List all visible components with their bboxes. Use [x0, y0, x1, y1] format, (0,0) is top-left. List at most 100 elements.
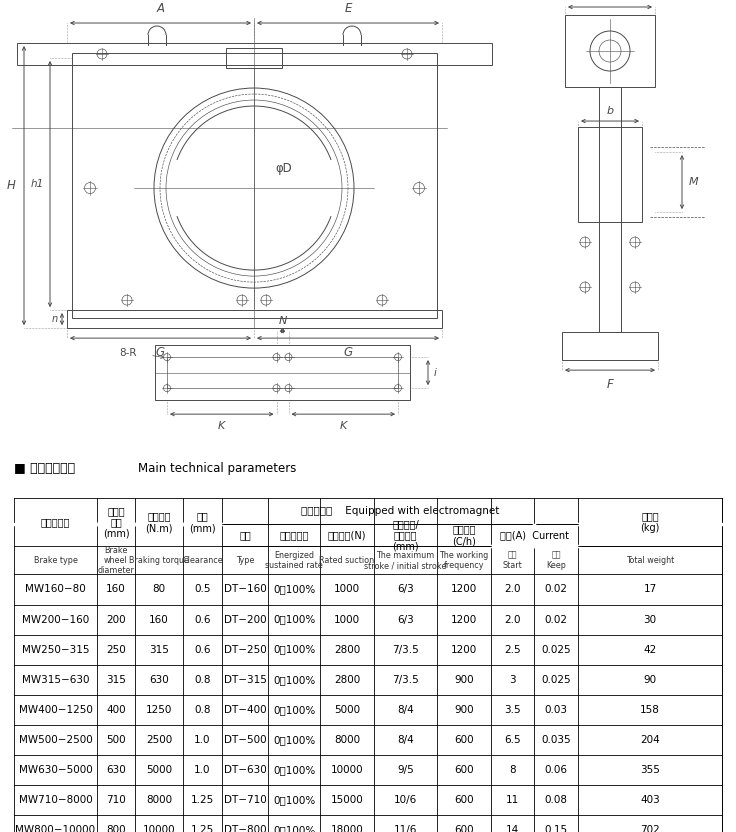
- Text: DT−710: DT−710: [224, 795, 266, 805]
- Text: K: K: [339, 421, 347, 431]
- Text: MW710−8000: MW710−8000: [18, 795, 93, 805]
- Text: 制动器型号: 制动器型号: [40, 518, 70, 527]
- Text: 250: 250: [106, 645, 126, 655]
- Text: DT−160: DT−160: [224, 585, 266, 595]
- Text: Clearance: Clearance: [182, 556, 223, 565]
- Text: 0.06: 0.06: [545, 765, 567, 775]
- Text: 900: 900: [454, 705, 474, 715]
- Text: 工作频率
(C/h): 工作频率 (C/h): [452, 524, 476, 546]
- Text: 2500: 2500: [146, 735, 172, 745]
- Text: 0～100%: 0～100%: [273, 735, 315, 745]
- Text: Main technical parameters: Main technical parameters: [138, 462, 297, 475]
- Text: 0.08: 0.08: [545, 795, 567, 805]
- Text: 7/3.5: 7/3.5: [392, 675, 419, 685]
- Text: 1.0: 1.0: [194, 735, 210, 745]
- Text: 0～100%: 0～100%: [273, 795, 315, 805]
- Text: 型号: 型号: [239, 530, 251, 540]
- Text: 8/4: 8/4: [397, 705, 414, 715]
- Text: 1200: 1200: [451, 585, 477, 595]
- Text: 8: 8: [509, 765, 516, 775]
- Text: 最大行程/
初始行程
(mm): 最大行程/ 初始行程 (mm): [392, 519, 419, 552]
- Text: F: F: [606, 378, 613, 391]
- Text: 10000: 10000: [330, 765, 364, 775]
- Text: 0～100%: 0～100%: [273, 705, 315, 715]
- Text: 1200: 1200: [451, 615, 477, 625]
- Text: MW200−160: MW200−160: [22, 615, 89, 625]
- Text: φD: φD: [275, 161, 292, 175]
- Text: 600: 600: [454, 735, 474, 745]
- Text: 0.6: 0.6: [194, 615, 210, 625]
- Text: 2.5: 2.5: [504, 645, 521, 655]
- Text: 18000: 18000: [330, 825, 364, 832]
- Text: MW250−315: MW250−315: [22, 645, 89, 655]
- Text: MW630−5000: MW630−5000: [18, 765, 93, 775]
- Text: 8-R: 8-R: [119, 348, 137, 358]
- Text: Rated suction: Rated suction: [319, 556, 375, 565]
- Text: G: G: [156, 346, 165, 359]
- Text: 80: 80: [152, 585, 166, 595]
- Bar: [67, 310, 442, 328]
- Bar: [562, 332, 658, 360]
- Text: 0.8: 0.8: [194, 675, 210, 685]
- Text: 1000: 1000: [334, 585, 360, 595]
- Text: 355: 355: [640, 765, 660, 775]
- Text: 0.8: 0.8: [194, 705, 210, 715]
- Text: The working
frequency: The working frequency: [439, 551, 489, 570]
- Text: 退距
(mm): 退距 (mm): [189, 512, 216, 533]
- Text: 1250: 1250: [146, 705, 172, 715]
- Text: 6/3: 6/3: [397, 585, 414, 595]
- Text: DT−400: DT−400: [224, 705, 266, 715]
- Text: 315: 315: [106, 675, 126, 685]
- Text: 保持
Keep: 保持 Keep: [546, 551, 566, 570]
- Text: 160: 160: [106, 585, 126, 595]
- Text: 0～100%: 0～100%: [273, 765, 315, 775]
- Text: 158: 158: [640, 705, 660, 715]
- Text: Energized
sustained rate: Energized sustained rate: [265, 551, 323, 570]
- Text: 17: 17: [643, 585, 657, 595]
- Bar: [167, 357, 398, 389]
- Text: 0～100%: 0～100%: [273, 645, 315, 655]
- Text: MW160−80: MW160−80: [25, 585, 86, 595]
- Text: 702: 702: [640, 825, 660, 832]
- Text: 800: 800: [106, 825, 126, 832]
- Text: 8/4: 8/4: [397, 735, 414, 745]
- Text: 0.025: 0.025: [541, 675, 571, 685]
- Text: K: K: [218, 421, 225, 431]
- Bar: [155, 345, 410, 400]
- Text: 0.035: 0.035: [541, 735, 571, 745]
- Text: 0.02: 0.02: [545, 615, 567, 625]
- Text: 7/3.5: 7/3.5: [392, 645, 419, 655]
- Bar: [565, 15, 655, 87]
- Text: 1000: 1000: [334, 615, 360, 625]
- Text: 0.03: 0.03: [545, 705, 567, 715]
- Text: n: n: [52, 314, 58, 324]
- Text: DT−315: DT−315: [224, 675, 266, 685]
- Text: DT−200: DT−200: [224, 615, 266, 625]
- Text: 11/6: 11/6: [394, 825, 417, 832]
- Text: 1.0: 1.0: [194, 765, 210, 775]
- Text: 14: 14: [506, 825, 519, 832]
- Text: 8000: 8000: [334, 735, 360, 745]
- Text: 403: 403: [640, 795, 660, 805]
- Text: 电流(A)  Current: 电流(A) Current: [500, 530, 569, 540]
- Text: 2.0: 2.0: [504, 585, 521, 595]
- Text: 9/5: 9/5: [397, 765, 414, 775]
- Text: Brake type: Brake type: [34, 556, 77, 565]
- Text: 204: 204: [640, 735, 660, 745]
- Text: 600: 600: [454, 765, 474, 775]
- Text: 起动
Start: 起动 Start: [503, 551, 523, 570]
- Text: DT−250: DT−250: [224, 645, 266, 655]
- Text: 600: 600: [454, 825, 474, 832]
- Text: 5000: 5000: [334, 705, 360, 715]
- Text: 900: 900: [454, 675, 474, 685]
- Text: DT−500: DT−500: [224, 735, 266, 745]
- Text: 11: 11: [506, 795, 519, 805]
- Text: 1.25: 1.25: [191, 795, 214, 805]
- Text: The maximum
stroke / initial stroke: The maximum stroke / initial stroke: [364, 551, 447, 570]
- Text: 630: 630: [149, 675, 169, 685]
- Text: 160: 160: [149, 615, 169, 625]
- Text: MW400−1250: MW400−1250: [18, 705, 93, 715]
- Text: 3.5: 3.5: [504, 705, 521, 715]
- Text: 315: 315: [149, 645, 169, 655]
- Text: 0.5: 0.5: [194, 585, 210, 595]
